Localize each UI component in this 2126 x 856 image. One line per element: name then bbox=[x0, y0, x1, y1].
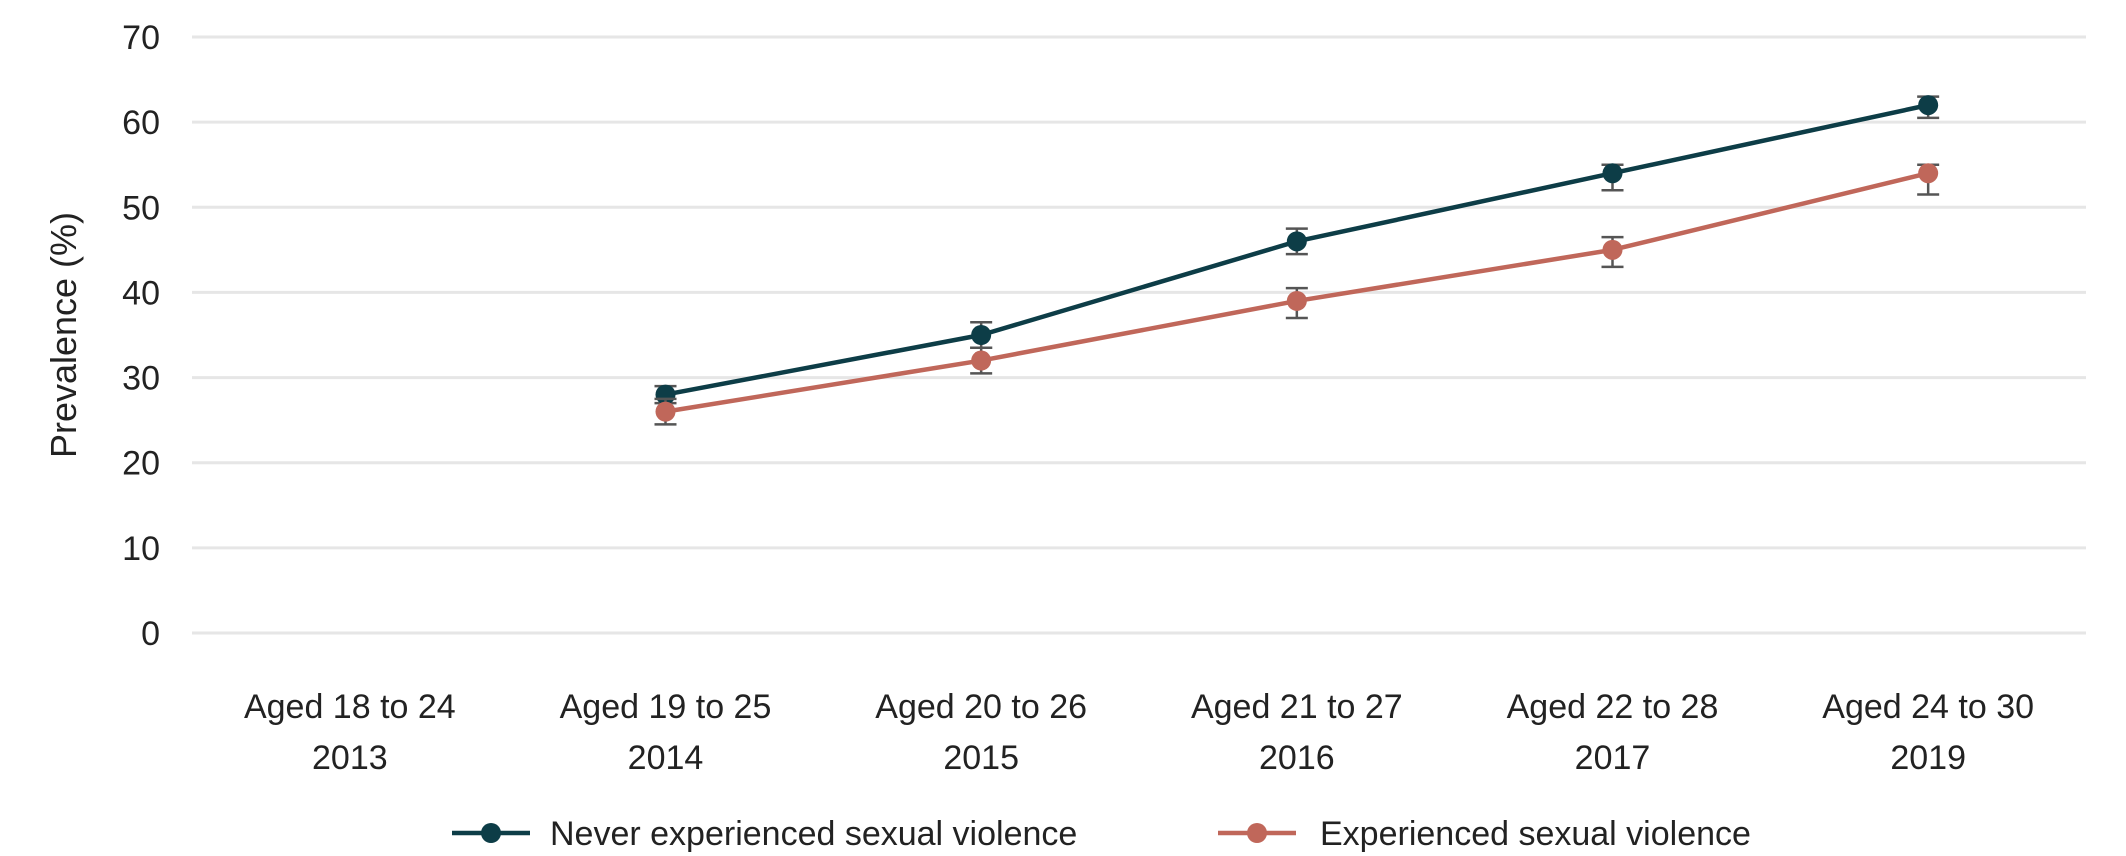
x-tick-label-year: 2013 bbox=[312, 739, 388, 777]
x-tick-label: Aged 18 to 24 bbox=[244, 688, 456, 726]
data-point-experienced bbox=[1286, 290, 1307, 311]
x-tick-label: Aged 20 to 26 bbox=[875, 688, 1087, 726]
x-tick-label: Aged 21 to 27 bbox=[1191, 688, 1403, 726]
x-tick-label: Aged 22 to 28 bbox=[1507, 688, 1719, 726]
y-tick-label: 70 bbox=[122, 19, 160, 57]
y-tick-label: 0 bbox=[141, 615, 160, 653]
y-tick-label: 20 bbox=[122, 445, 160, 483]
y-tick-label: 40 bbox=[122, 274, 160, 312]
data-point-never-experienced bbox=[1602, 163, 1623, 184]
y-tick-label: 60 bbox=[122, 104, 160, 142]
y-axis-title: Prevalence (%) bbox=[43, 212, 84, 458]
x-tick-label-year: 2014 bbox=[628, 739, 704, 777]
x-tick-label-year: 2015 bbox=[943, 739, 1019, 777]
data-point-experienced bbox=[1602, 239, 1623, 260]
data-point-never-experienced bbox=[1286, 231, 1307, 252]
x-tick-label-year: 2016 bbox=[1259, 739, 1335, 777]
legend-label-never-experienced: Never experienced sexual violence bbox=[550, 815, 1077, 853]
x-tick-label: Aged 24 to 30 bbox=[1822, 688, 2034, 726]
legend-label-experienced: Experienced sexual violence bbox=[1320, 815, 1751, 853]
data-point-experienced bbox=[1918, 163, 1939, 184]
data-point-experienced bbox=[971, 350, 992, 371]
data-point-experienced bbox=[655, 401, 676, 422]
legend-marker-experienced bbox=[1247, 823, 1267, 843]
legend-marker-never-experienced bbox=[481, 823, 501, 843]
y-tick-label: 10 bbox=[122, 530, 160, 568]
data-point-never-experienced bbox=[1918, 95, 1939, 116]
x-tick-label-year: 2017 bbox=[1575, 739, 1651, 777]
y-tick-label: 50 bbox=[122, 189, 160, 227]
data-point-never-experienced bbox=[971, 325, 992, 345]
x-tick-label-year: 2019 bbox=[1890, 739, 1966, 777]
x-tick-label: Aged 19 to 25 bbox=[560, 688, 772, 726]
y-tick-label: 30 bbox=[122, 360, 160, 398]
